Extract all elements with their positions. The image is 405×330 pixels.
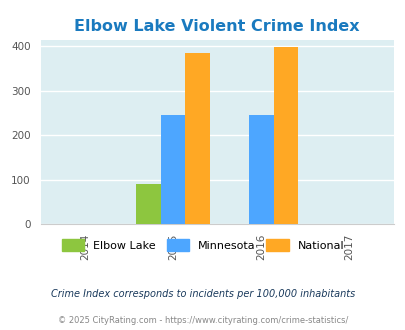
Text: Crime Index corresponds to incidents per 100,000 inhabitants: Crime Index corresponds to incidents per… [51, 289, 354, 299]
Bar [185, 53, 210, 224]
Title: Elbow Lake Violent Crime Index: Elbow Lake Violent Crime Index [74, 19, 359, 34]
Bar [273, 47, 298, 224]
Legend: Elbow Lake, Minnesota, National: Elbow Lake, Minnesota, National [57, 235, 348, 255]
Bar [136, 184, 160, 224]
Text: © 2025 CityRating.com - https://www.cityrating.com/crime-statistics/: © 2025 CityRating.com - https://www.city… [58, 315, 347, 325]
Bar [160, 115, 185, 224]
Bar [248, 115, 273, 224]
